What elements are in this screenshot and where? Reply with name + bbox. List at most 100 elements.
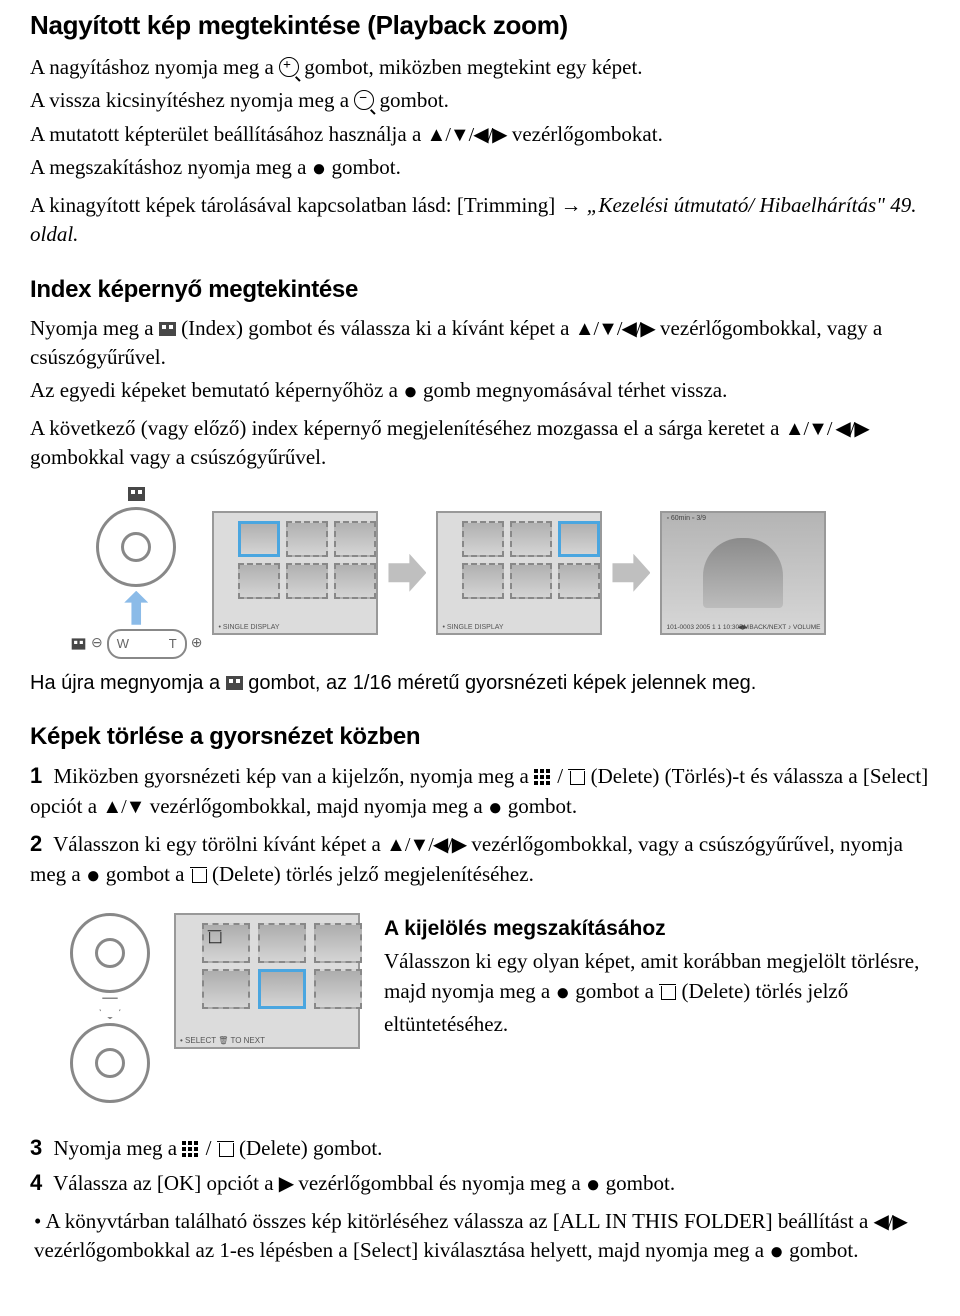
text: gombot a (575, 979, 659, 1003)
magnify-minus-icon (354, 90, 374, 110)
text: gombot. (508, 794, 577, 818)
down-arrow-icon (99, 997, 121, 1019)
index-icon (128, 487, 145, 501)
dpad-icon (70, 913, 150, 993)
heading-zoom: Nagyított kép megtekintése (Playback zoo… (30, 10, 930, 41)
plus-icon: ⊕ (191, 635, 203, 652)
thumb (202, 923, 250, 963)
bullet-all-in-folder: • A könyvtárban található összes kép kit… (34, 1207, 930, 1270)
p-cancel-zoom: A megszakításhoz nyomja meg a ● gombot. (30, 153, 930, 187)
screen-status-bottom-left: 101-0003 2005 1 1 10:30PM (666, 624, 748, 631)
trash-icon (659, 982, 676, 1000)
dpad-zoom-column: ⊖ W T ⊕ (70, 487, 202, 659)
dpad-arrows-icon: ▲/▼ (102, 796, 144, 818)
step-1: 1 Miközben gyorsnézeti kép van a kijelző… (30, 761, 930, 825)
dpad-arrows-icon: ▲/▼/◀/▶ (575, 318, 655, 340)
text: Nyomja meg a (54, 1136, 183, 1160)
text: vezérlőgombokat. (512, 122, 663, 146)
p-zoom-out: A vissza kicsinyítéshez nyomja meg a gom… (30, 86, 930, 115)
delete-screen: • SELECT 🗑 TO NEXT (174, 913, 360, 1049)
thumb (510, 521, 552, 557)
text: vezérlőgombbal és nyomja meg a (298, 1171, 586, 1195)
bullet-dot: • (34, 1209, 45, 1233)
text: gombot a (106, 862, 190, 886)
right-arrow-icon: ▶ (279, 1173, 293, 1195)
screen-status-top: ▫ 60min ▫ 3/9 (666, 515, 706, 522)
thumb (286, 521, 328, 557)
heading-cancel: A kijelölés megszakításához (384, 917, 930, 941)
text: A vissza kicsinyítéshez nyomja meg a (30, 88, 354, 112)
illustration-delete-row: • SELECT 🗑 TO NEXT A kijelölés megszakít… (70, 913, 930, 1103)
step-number: 3 (30, 1135, 42, 1160)
center-button-icon: ● (586, 1172, 601, 1198)
text: (Delete) törlés jelző megjelenítéséhez. (212, 862, 534, 886)
slash: / (206, 1136, 217, 1160)
illustration-index-row: ⊖ W T ⊕ • SINGLE DISPLAY • SINGLE DISPLA… (70, 487, 930, 659)
center-button-icon: ● (86, 863, 101, 889)
screen-caption: • SINGLE DISPLAY (442, 624, 503, 631)
thumb (558, 563, 600, 599)
index-screen-1: • SINGLE DISPLAY (212, 511, 378, 635)
magnify-plus-icon (279, 57, 299, 77)
grid-icon (534, 769, 552, 785)
text: gombot, miközben megtekint egy képet. (304, 55, 642, 79)
p-index-3: A következő (vagy előző) index képernyő … (30, 414, 930, 473)
step-4: 4 Válassza az [OK] opciót a ▶ vezérlőgom… (30, 1168, 930, 1203)
text: (Index) gombot és válassza ki a kívánt k… (181, 316, 575, 340)
text: gombot. (331, 155, 400, 179)
step-number: 1 (30, 763, 42, 788)
index-icon (159, 322, 176, 336)
step-number: 4 (30, 1170, 42, 1195)
zoom-pill: W T (107, 629, 187, 659)
next-arrow-icon (388, 554, 426, 592)
thumb (314, 923, 362, 963)
thumb (334, 521, 376, 557)
thumb-selected (258, 969, 306, 1009)
heading-delete: Képek törlése a gyorsnézet közben (30, 723, 930, 751)
zoom-bar: ⊖ W T ⊕ (70, 629, 202, 659)
screen-caption: • SINGLE DISPLAY (218, 624, 279, 631)
p-trimming-ref: A kinagyított képek tárolásával kapcsola… (30, 191, 930, 250)
thumb (314, 969, 362, 1009)
text: gombot. (789, 1238, 858, 1262)
text: A megszakításhoz nyomja meg a (30, 155, 312, 179)
center-button-icon: ● (555, 980, 570, 1006)
text: gombot. (606, 1171, 675, 1195)
text: (Delete) gombot. (239, 1136, 382, 1160)
trash-icon (217, 1139, 234, 1157)
zoom-t-label: T (169, 636, 177, 651)
dpad-icon (70, 1023, 150, 1103)
text: A következő (vagy előző) index képernyő … (30, 416, 785, 440)
text: Válassza az [OK] opciót a (53, 1171, 279, 1195)
center-button-icon: ● (488, 795, 503, 821)
single-view-screen: ▫ 60min ▫ 3/9 101-0003 2005 1 1 10:30PM … (660, 511, 826, 635)
trash-icon (208, 929, 222, 943)
thumb (286, 563, 328, 599)
thumb-selected (238, 521, 280, 557)
step-2: 2 Válasszon ki egy törölni kívánt képet … (30, 829, 930, 893)
text: gombokkal vagy a csúszógyűrűvel. (30, 445, 326, 469)
dpad-arrows-icon: ▲/▼/ ◀/▶ (785, 418, 869, 440)
lr-arrows-icon: ◀/▶ (874, 1211, 907, 1233)
trash-icon (190, 865, 207, 883)
zoom-w-label: W (117, 636, 129, 651)
next-arrow-icon (612, 554, 650, 592)
center-button-icon: ● (403, 379, 418, 405)
index-icon (72, 638, 86, 649)
text: vezérlőgombokkal az 1-es lépésben a [Sel… (34, 1238, 769, 1262)
screen-caption: • SELECT 🗑 TO NEXT (180, 1036, 265, 1045)
note-index-16: Ha újra megnyomja a gombot, az 1/16 mére… (30, 669, 930, 697)
dpad-column (70, 913, 150, 1103)
thumb-selected (558, 521, 600, 557)
cancel-selection-box: A kijelölés megszakításához Válasszon ki… (384, 913, 930, 1043)
text: Ha újra megnyomja a (30, 672, 226, 694)
step-3: 3 Nyomja meg a / (Delete) gombot. (30, 1133, 930, 1164)
text: Az egyedi képeket bemutató képernyőhöz a (30, 378, 403, 402)
p-cancel: Válasszon ki egy olyan képet, amit koráb… (384, 947, 930, 1039)
step-number: 2 (30, 831, 42, 856)
thumb (462, 521, 504, 557)
minus-icon: ⊖ (91, 635, 103, 652)
thumb (462, 563, 504, 599)
thumb (510, 563, 552, 599)
thumb (238, 563, 280, 599)
